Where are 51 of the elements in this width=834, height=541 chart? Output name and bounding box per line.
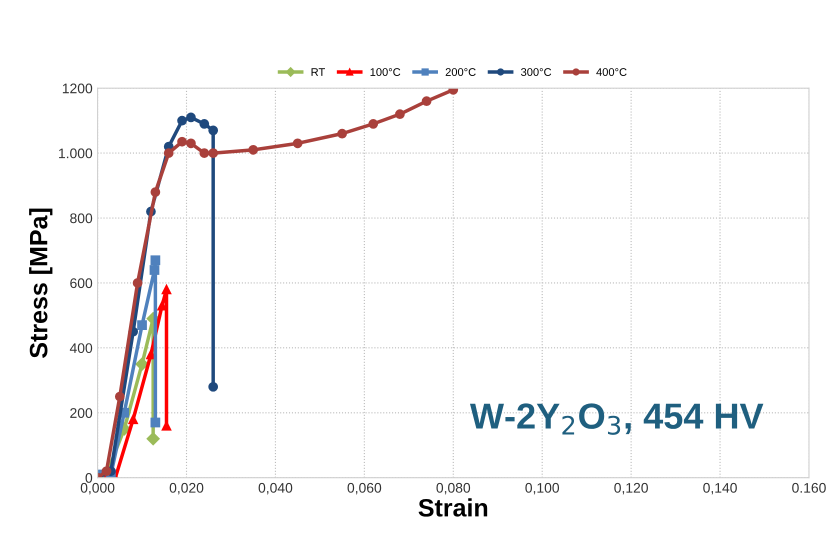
point (395, 109, 405, 120)
point (199, 148, 210, 158)
legend-label: RT (312, 68, 325, 76)
point (177, 136, 187, 147)
point (422, 96, 432, 106)
legend-label: 300°C (521, 68, 552, 76)
x-tick-label: 0,040 (258, 482, 292, 494)
y-tick-label: 1.000 (59, 148, 92, 158)
point (135, 358, 149, 371)
x-tick-label: 0.160 (792, 482, 826, 493)
legend-label: 200°C (446, 68, 476, 76)
point (177, 116, 187, 126)
point (292, 138, 303, 148)
x-tick-label: 0,000 (80, 482, 114, 494)
point (150, 187, 160, 197)
x-axis-title: Strain (418, 498, 488, 517)
y-axis-title: Stress [MPa] (29, 208, 52, 358)
point (162, 284, 172, 294)
point (208, 126, 218, 136)
point (186, 138, 196, 148)
x-tick-label: 0,100 (525, 482, 560, 494)
point (337, 128, 347, 138)
x-tick-label: 0,140 (703, 482, 737, 494)
y-tick-label: 200 (70, 408, 92, 418)
point (114, 392, 125, 402)
legend-label: 100°C (370, 68, 400, 76)
point (186, 112, 196, 122)
point (128, 414, 138, 424)
x-tick-label: 0,060 (348, 482, 382, 494)
legend-label: 400°C (596, 68, 627, 76)
annotation: W-2Y$_{2}$O$_{3}$, 454 HV (470, 403, 764, 435)
y-tick-label: 800 (70, 213, 92, 224)
point (150, 418, 160, 428)
point (150, 265, 160, 275)
y-tick-label: 1200 (62, 84, 92, 94)
y-tick-label: 400 (70, 343, 92, 354)
point (368, 119, 378, 129)
point (164, 148, 174, 158)
point (208, 148, 218, 158)
point (208, 382, 218, 392)
point (137, 320, 147, 330)
x-tick-label: 0,120 (614, 482, 648, 494)
point (199, 119, 210, 129)
point (248, 144, 258, 155)
point (146, 432, 160, 446)
x-tick-label: 0,080 (436, 482, 470, 494)
point (150, 255, 160, 266)
y-tick-label: 600 (70, 278, 92, 288)
point (132, 278, 142, 288)
y-tick-label: 0 (86, 473, 92, 483)
x-tick-label: 0,020 (170, 482, 204, 494)
